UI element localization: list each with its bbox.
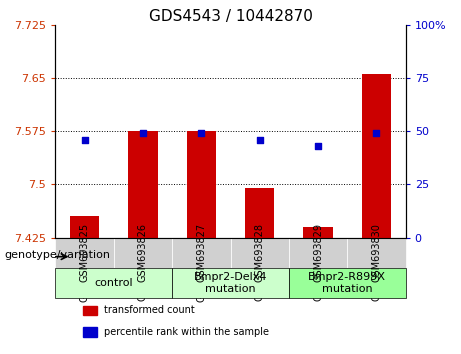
Text: GSM693827: GSM693827 — [196, 223, 207, 282]
Point — [256, 137, 263, 143]
Bar — [303, 227, 333, 238]
Text: GSM693825: GSM693825 — [79, 223, 89, 282]
Text: genotype/variation: genotype/variation — [5, 250, 111, 260]
Text: percentile rank within the sample: percentile rank within the sample — [104, 327, 269, 337]
Text: GSM693829: GSM693829 — [313, 223, 323, 282]
Point — [198, 130, 205, 136]
Title: GDS4543 / 10442870: GDS4543 / 10442870 — [148, 8, 313, 24]
Point — [139, 130, 147, 136]
Point — [81, 137, 88, 143]
Text: transformed count: transformed count — [104, 306, 195, 315]
Point — [373, 130, 380, 136]
Text: control: control — [95, 278, 133, 288]
FancyBboxPatch shape — [55, 238, 114, 268]
Text: GSM693826: GSM693826 — [138, 223, 148, 282]
Text: Bmpr2-R899X
mutation: Bmpr2-R899X mutation — [308, 272, 386, 294]
FancyBboxPatch shape — [230, 238, 289, 268]
Text: GSM693830: GSM693830 — [372, 223, 382, 282]
Bar — [83, 327, 97, 337]
FancyBboxPatch shape — [289, 268, 406, 298]
Text: GSM693828: GSM693828 — [254, 223, 265, 282]
Bar — [83, 306, 97, 315]
Bar — [187, 131, 216, 238]
FancyBboxPatch shape — [289, 238, 347, 268]
FancyBboxPatch shape — [172, 268, 289, 298]
Bar — [70, 216, 99, 238]
Bar — [128, 131, 158, 238]
FancyBboxPatch shape — [172, 238, 230, 268]
Text: Bmpr2-Delx4
mutation: Bmpr2-Delx4 mutation — [194, 272, 267, 294]
Bar — [245, 188, 274, 238]
FancyBboxPatch shape — [114, 238, 172, 268]
Point — [314, 143, 322, 149]
FancyBboxPatch shape — [55, 268, 172, 298]
Bar — [362, 74, 391, 238]
FancyBboxPatch shape — [347, 238, 406, 268]
